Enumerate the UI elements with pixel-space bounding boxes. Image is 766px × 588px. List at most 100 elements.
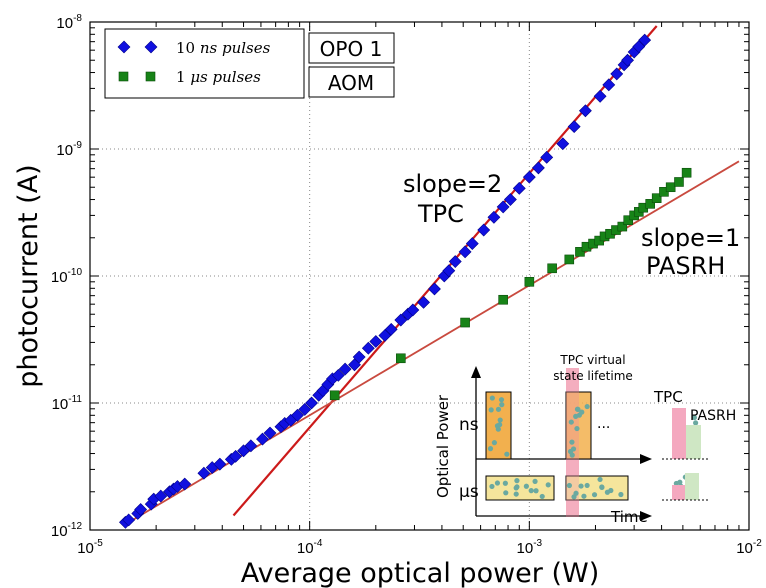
carrier-dot — [578, 483, 584, 489]
inset-xlabel: Time — [610, 508, 648, 526]
data-point-diamond — [229, 449, 243, 463]
data-point-diamond — [448, 255, 462, 268]
x-axis-title: Average optical power (W) — [241, 558, 599, 588]
data-point-diamond — [522, 170, 536, 184]
data-point-diamond — [378, 329, 392, 342]
data-series — [119, 33, 692, 529]
y-tick-label: 10-8 — [56, 13, 82, 32]
data-point-square — [524, 277, 535, 287]
carrier-dot — [584, 403, 590, 410]
carrier-dot — [573, 413, 579, 419]
carrier-dot — [504, 451, 510, 457]
data-point-diamond — [291, 408, 304, 422]
data-point-square — [617, 221, 628, 232]
inset-ylabel: Optical Power — [434, 394, 452, 498]
grid — [90, 22, 749, 530]
carrier-dot — [503, 490, 509, 496]
y-tick-label: 10-10 — [51, 267, 83, 286]
carrier-dot — [487, 446, 494, 452]
annotation-slope2-top: slope=2 — [403, 170, 502, 198]
legend-marker-square — [145, 71, 156, 82]
data-point-diamond — [512, 181, 526, 195]
carrier-dot — [513, 491, 519, 497]
data-point-diamond — [244, 439, 258, 453]
carrier-dot — [533, 488, 539, 494]
data-point-diamond — [638, 33, 652, 47]
carrier-dot — [591, 492, 598, 498]
legend-label-ns: 10 ns pulses — [176, 39, 271, 57]
data-point-diamond — [442, 264, 456, 278]
data-point-diamond — [567, 120, 581, 134]
inset-legend-tpc: TPC — [653, 388, 683, 406]
data-point-diamond — [361, 341, 375, 355]
carrier-dot — [693, 420, 699, 426]
legend-entry-us: 1 μs pulses — [118, 68, 261, 86]
source-label-opo: OPO 1 — [308, 32, 395, 64]
window-label-line2: state lifetime — [553, 369, 633, 383]
legend-label-us: 1 μs pulses — [176, 68, 261, 86]
carrier-dot — [677, 479, 683, 485]
carrier-dot — [691, 414, 697, 421]
carrier-dot — [545, 482, 551, 488]
data-point-diamond — [477, 223, 491, 237]
legend-box — [104, 28, 305, 99]
carrier-dot — [581, 493, 587, 499]
data-point-diamond — [610, 67, 624, 81]
data-point-diamond — [602, 78, 616, 92]
carrier-dot — [575, 406, 581, 412]
inset-y-arrow — [471, 366, 481, 378]
data-point-diamond — [487, 210, 501, 224]
annotation-slope2-bottom: TPC — [417, 200, 464, 228]
data-point-diamond — [458, 245, 472, 259]
carrier-dot — [568, 419, 574, 425]
tick-labels: 10-5 10-4 10-3 10-2 10-12 10-11 10-10 10-9 10-8 — [51, 13, 762, 557]
data-point-diamond — [178, 477, 192, 491]
inset-x-arrow — [640, 511, 652, 521]
carrier-dot — [618, 491, 624, 498]
data-point-square — [681, 167, 692, 178]
carrier-dot — [499, 402, 505, 408]
legend-marker-diamond — [144, 40, 158, 54]
data-point-diamond — [197, 466, 211, 480]
data-point-diamond — [621, 53, 634, 67]
svg-text:AOM: AOM — [328, 71, 374, 95]
legend-marker-square — [118, 71, 129, 82]
carrier-dot — [573, 490, 579, 496]
x-tick-label: 10-3 — [517, 538, 543, 557]
data-point-diamond — [417, 295, 430, 309]
inset-row-ns: ns — [459, 415, 479, 435]
carrier-dot — [502, 480, 508, 486]
data-point-diamond — [134, 503, 148, 516]
data-point-diamond — [298, 403, 312, 416]
data-point-square — [498, 294, 508, 305]
carrier-dot — [514, 484, 520, 490]
carrier-dot — [523, 483, 529, 489]
inset-dots — [487, 395, 699, 500]
axis-ticks — [89, 22, 749, 531]
data-point-diamond — [256, 432, 269, 446]
data-point-diamond — [578, 104, 592, 118]
data-point-diamond — [338, 362, 352, 376]
data-point-square — [651, 193, 662, 203]
carrier-dot — [498, 397, 505, 403]
data-point-diamond — [263, 426, 277, 440]
svg-text:OPO 1: OPO 1 — [320, 37, 383, 61]
tpc-indicator-top — [672, 408, 686, 459]
data-point-square — [329, 390, 340, 401]
data-point-diamond — [213, 457, 227, 471]
inset-legend-pasrh: PASRH — [690, 408, 736, 424]
inset-ellipsis: ... — [597, 416, 610, 432]
data-point-square — [645, 199, 656, 209]
carrier-dot — [574, 425, 580, 432]
y-tick-label: 10-9 — [56, 140, 82, 159]
data-point-square — [460, 317, 470, 328]
x-tick-label: 10-2 — [736, 538, 762, 557]
data-point-diamond — [406, 303, 420, 317]
data-point-diamond — [532, 161, 545, 175]
carrier-dot — [604, 489, 611, 495]
tpc-indicator-bottom — [672, 485, 685, 500]
carrier-dot — [494, 480, 501, 486]
data-point-diamond — [556, 137, 570, 151]
carrier-dot — [566, 482, 572, 489]
